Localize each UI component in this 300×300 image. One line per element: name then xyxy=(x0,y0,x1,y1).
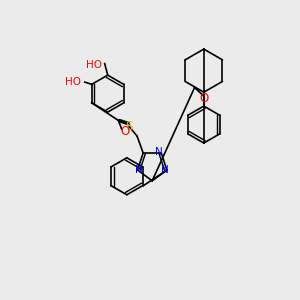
Text: HO: HO xyxy=(85,60,102,70)
Text: O: O xyxy=(120,125,129,138)
Text: N: N xyxy=(161,165,169,175)
Text: O: O xyxy=(199,92,208,105)
Text: N: N xyxy=(155,147,163,157)
Text: HO: HO xyxy=(65,77,81,87)
Text: N: N xyxy=(135,165,143,175)
Text: S: S xyxy=(126,120,133,133)
